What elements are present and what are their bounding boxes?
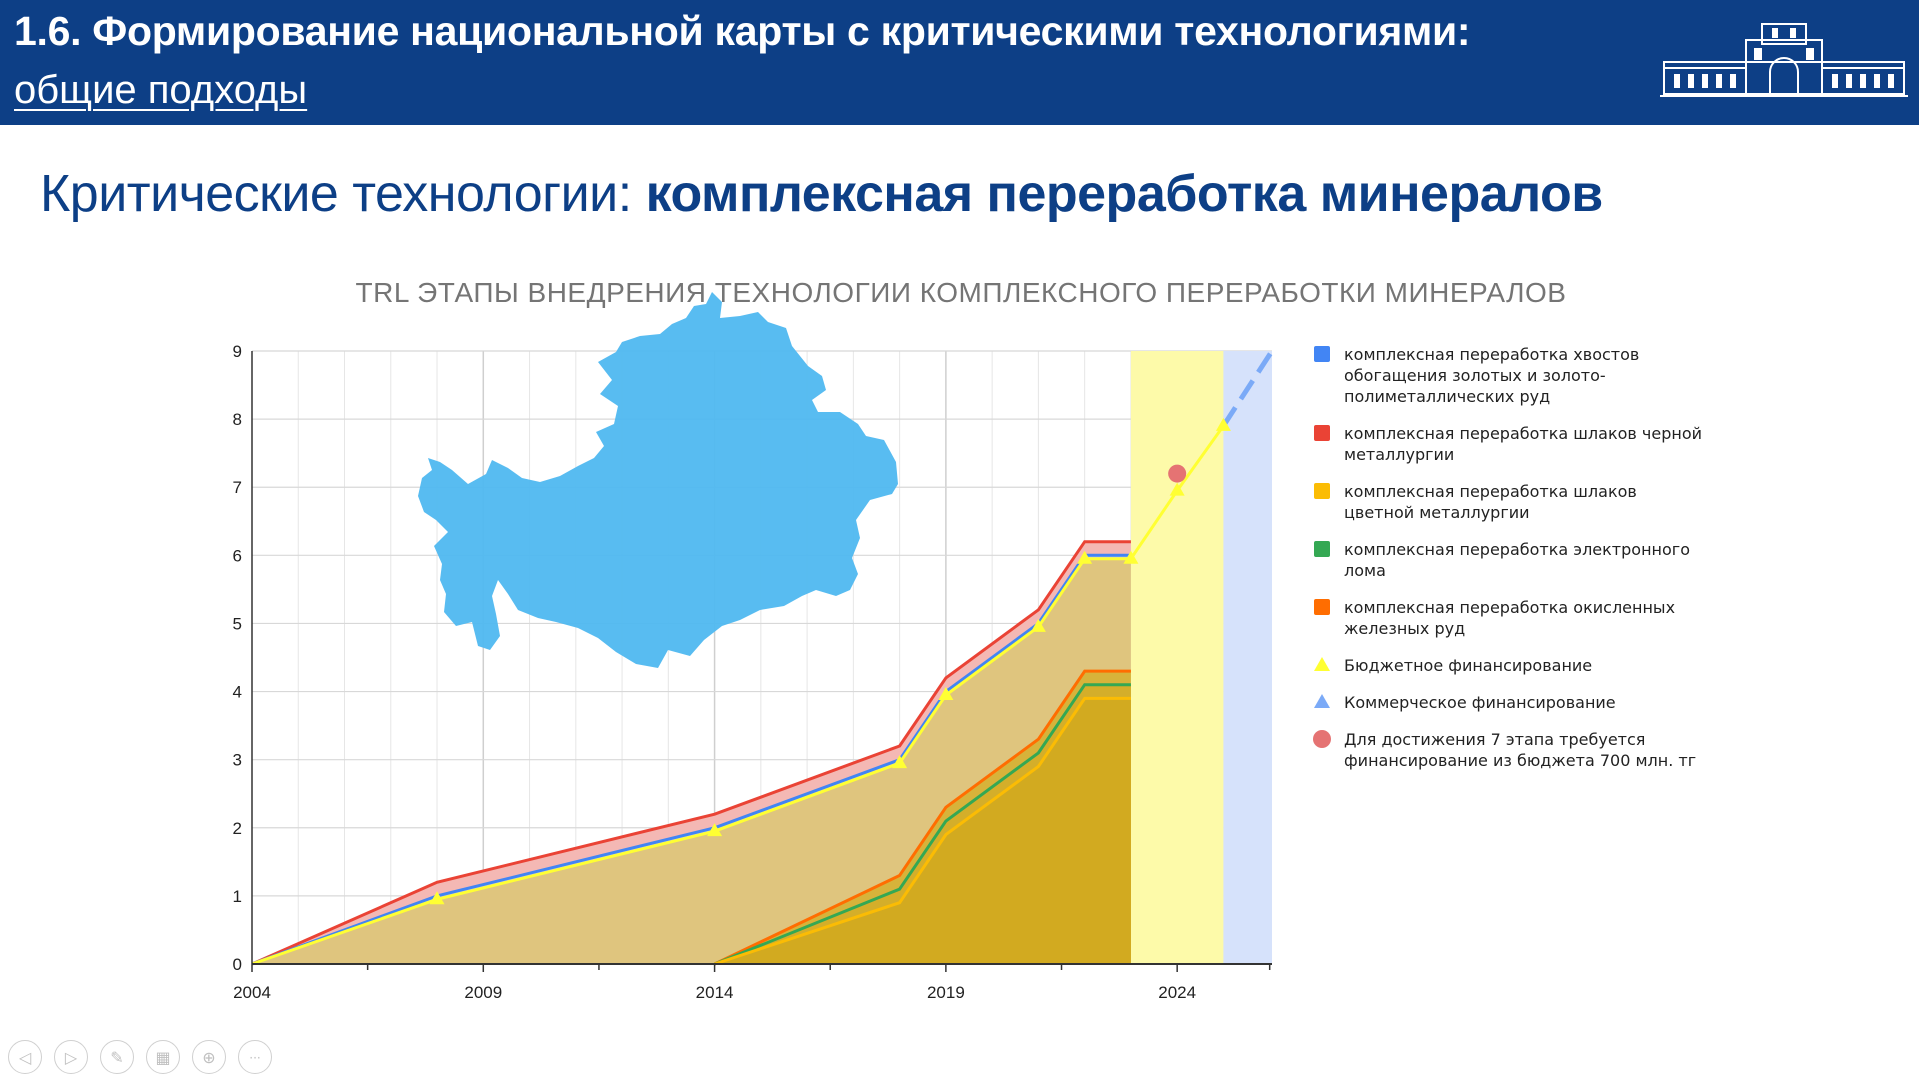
legend-swatch (1313, 730, 1331, 748)
legend-swatch (1314, 483, 1330, 499)
legend-swatch (1314, 599, 1330, 615)
series-line-black-slag (251, 540, 1131, 966)
shaded-region (1130, 351, 1224, 964)
budget-point (1030, 618, 1046, 632)
y-tick-label: 7 (233, 478, 242, 497)
y-tick-label: 4 (233, 683, 242, 702)
y-tick-label: 1 (233, 887, 242, 906)
y-tick-label: 5 (233, 614, 242, 633)
legend-label: комплексная переработка шлаков цветной ме… (1344, 482, 1637, 522)
legend-swatch (1314, 425, 1330, 441)
x-tick-label: 2009 (464, 983, 502, 1002)
legend-label: комплексная переработка электронного лома (1344, 540, 1690, 580)
series-line-iron-ore (713, 669, 1131, 966)
legend-swatch (1314, 694, 1330, 708)
x-tick-label: 2019 (927, 983, 965, 1002)
subtitle-plain: Критические технологии: (40, 165, 646, 223)
legend-label-line: финансирование из бюджета 700 млн. тг (1344, 751, 1696, 770)
legend-item: комплексная переработка хвостов обогащени… (1314, 345, 1639, 406)
legend-label-line: комплексная переработка шлаков черной (1344, 424, 1702, 443)
budget-point (1215, 417, 1231, 431)
series-line-budget (251, 425, 1225, 966)
y-tick-label: 6 (233, 546, 242, 565)
x-tick-label: 2024 (1158, 983, 1196, 1002)
legend-swatch (1314, 657, 1330, 671)
funding-target-point (1168, 464, 1187, 483)
legend-swatch (1314, 346, 1330, 362)
building-logo-icon (1660, 23, 1908, 97)
budget-point (429, 891, 445, 905)
budget-point (707, 823, 723, 837)
legend-label-line: комплексная переработка хвостов (1344, 345, 1639, 364)
budget-point (1077, 550, 1093, 564)
legend-label: Коммерческое финансирование (1344, 693, 1616, 712)
legend-item: Для достижения 7 этапа требуется финансир… (1313, 730, 1696, 770)
legend-item: Бюджетное финансирование (1314, 656, 1592, 675)
legend-item: комплексная переработка шлаков цветной ме… (1314, 482, 1637, 522)
budget-point (1169, 482, 1185, 496)
series-line-tailings (251, 553, 1131, 966)
legend-label-line: металлургии (1344, 445, 1454, 464)
budget-point (892, 755, 908, 769)
chart-title: TRL ЭТАПЫ ВНЕДРЕНИЯ ТЕХНОЛОГИИ КОМПЛЕКСН… (356, 277, 1567, 308)
budget-point (938, 686, 954, 700)
y-tick-label: 8 (233, 410, 242, 429)
page-title: 1.6. Формирование национальной карты с к… (14, 8, 1471, 54)
series-line-e-scrap (714, 683, 1131, 966)
slide-subtitle: Критические технологии: комплексная пере… (40, 164, 1603, 224)
zoom-icon[interactable]: ⊕ (192, 1040, 226, 1074)
legend-label-line: железных руд (1344, 619, 1465, 638)
legend-label-line: полиметаллических руд (1344, 387, 1550, 406)
legend-item: комплексная переработка шлаков черной мет… (1314, 424, 1702, 464)
legend-label-line: Коммерческое финансирование (1344, 693, 1616, 712)
legend-label-line: лома (1344, 561, 1386, 580)
legend-label-line: комплексная переработка шлаков (1344, 482, 1637, 501)
legend-label-line: комплексная переработка электронного (1344, 540, 1690, 559)
legend-label: комплексная переработка окисленных железн… (1344, 598, 1675, 638)
y-tick-label: 3 (233, 751, 242, 770)
header-bar: 1.6. Формирование национальной карты с к… (0, 0, 1919, 125)
series-line-nonferrous-slag (714, 696, 1131, 966)
legend-label: Для достижения 7 этапа требуется финансир… (1344, 730, 1696, 770)
yellow-area (714, 698, 1131, 964)
legend-item: комплексная переработка электронного лома (1314, 540, 1690, 580)
budget-point (1123, 550, 1139, 564)
more-icon[interactable]: ··· (238, 1040, 272, 1074)
x-tick-label: 2014 (696, 983, 734, 1002)
legend-label-line: Бюджетное финансирование (1344, 656, 1592, 675)
y-tick-label: 2 (233, 819, 242, 838)
legend-label-line: комплексная переработка окисленных (1344, 598, 1675, 617)
subtitle-bold: комплексная переработка минералов (645, 165, 1604, 223)
slides-grid-icon[interactable]: ▦ (146, 1040, 180, 1074)
series-line-commercial (1221, 349, 1275, 428)
legend-label: комплексная переработка шлаков черной мет… (1344, 424, 1702, 464)
page-title-link[interactable]: общие подходы (14, 68, 308, 112)
legend-label-line: обогащения золотых и золото- (1344, 366, 1606, 385)
legend-label-line: цветной металлургии (1344, 503, 1530, 522)
y-tick-label: 0 (233, 955, 242, 974)
next-slide-icon[interactable]: ▷ (54, 1040, 88, 1074)
x-tick-label: 2004 (233, 983, 271, 1002)
pen-icon[interactable]: ✎ (100, 1040, 134, 1074)
shaded-region (1223, 351, 1272, 964)
legend-item: комплексная переработка окисленных железн… (1314, 598, 1675, 638)
kazakhstan-map-icon (418, 292, 898, 668)
legend-label: комплексная переработка хвостов обогащени… (1344, 345, 1639, 406)
legend-label-line: Для достижения 7 этапа требуется (1344, 730, 1645, 749)
prev-slide-icon[interactable]: ◁ (8, 1040, 42, 1074)
legend-item: Коммерческое финансирование (1314, 693, 1616, 712)
y-tick-label: 9 (233, 342, 242, 361)
legend-label: Бюджетное финансирование (1344, 656, 1592, 675)
legend-swatch (1314, 541, 1330, 557)
